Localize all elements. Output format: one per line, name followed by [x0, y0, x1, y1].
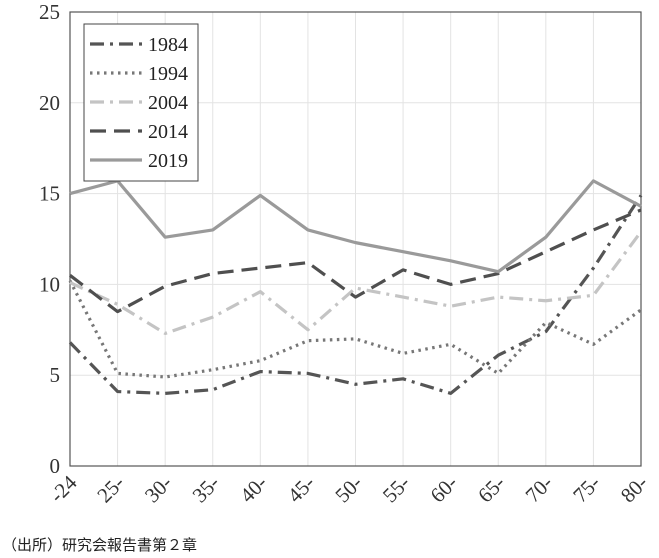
x-tick-label: 25- [92, 471, 129, 508]
y-tick-label: 25 [39, 0, 60, 24]
x-tick-label: 50- [330, 471, 367, 508]
legend-label-2014: 2014 [148, 121, 188, 143]
y-tick-label: 5 [50, 363, 61, 387]
x-tick-label: 55- [378, 471, 415, 508]
series-line-2004 [69, 230, 643, 336]
x-tick-label: 70- [521, 471, 558, 508]
y-tick-label: 0 [50, 454, 61, 478]
legend-label-2019: 2019 [148, 150, 188, 172]
x-tick-label: 65- [473, 471, 510, 508]
y-tick-label: 20 [39, 91, 60, 115]
x-tick-label: 80- [616, 471, 653, 508]
x-tick-label: 45- [283, 471, 320, 508]
x-tick-label: 30- [140, 471, 177, 508]
series-lines [68, 179, 643, 395]
y-tick-label: 10 [39, 272, 60, 296]
y-tick-label: 15 [39, 182, 60, 206]
legend-label-1994: 1994 [148, 63, 188, 85]
y-axis: 0 5 10 15 20 25 [39, 0, 60, 478]
x-tick-label: 35- [188, 471, 225, 508]
x-tick-label: 75- [568, 471, 605, 508]
legend-label-2004: 2004 [148, 92, 188, 114]
series-line-2014 [69, 208, 642, 314]
x-tick-label: 60- [425, 471, 462, 508]
series-line-1984 [68, 194, 643, 395]
source-note: （出所）研究会報告書第２章 [2, 536, 198, 554]
legend: 1984 1994 2004 2014 2019 [83, 23, 199, 182]
x-axis: -24 25- 30- 35- 40- 45- 50- 55- 60- 65- 70- 75- 80- [45, 470, 653, 507]
plot-frame [69, 11, 642, 467]
legend-label-1984: 1984 [148, 34, 188, 56]
series-line-2019 [69, 179, 642, 274]
x-tick-label: 40- [235, 471, 272, 508]
